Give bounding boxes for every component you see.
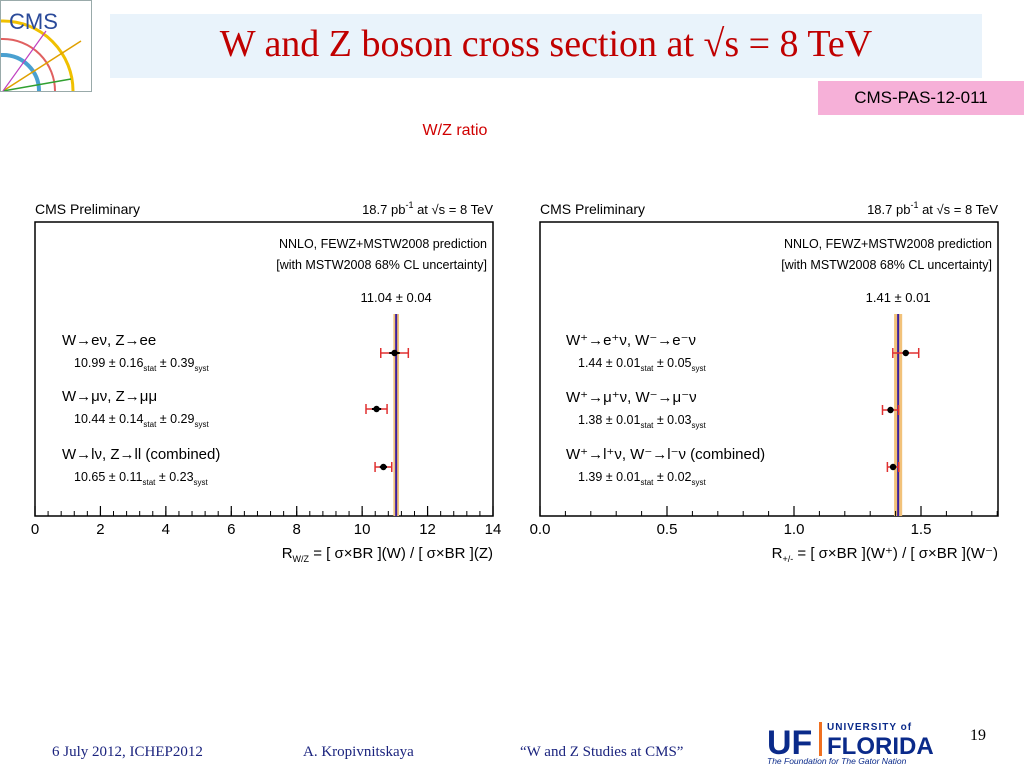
- university-of-florida-logo: UF UNIVERSITY of FLORIDA The Foundation …: [767, 722, 934, 766]
- x-tick-label: 14: [485, 521, 502, 538]
- measurement-label: W⁺→e⁺ν, W⁻→e⁻ν: [566, 332, 696, 349]
- chart-header-right: 18.7 pb-1 at √s = 8 TeV: [362, 200, 493, 217]
- title-bar: [110, 14, 982, 78]
- measurement-value: 1.44 ± 0.01stat ± 0.05syst: [578, 356, 707, 373]
- cms-logo-graphic: CMS: [1, 9, 82, 91]
- slide-subtitle: W/Z ratio: [422, 122, 488, 139]
- x-tick-label: 6: [227, 521, 235, 538]
- x-tick-label: 8: [293, 521, 301, 538]
- x-axis-label: R+/- = [ σ×BR ](W⁺) / [ σ×BR ](W⁻): [772, 545, 998, 564]
- measurement-value: 1.39 ± 0.01stat ± 0.02syst: [578, 470, 707, 487]
- footer-talk-title: “W and Z Studies at CMS”: [520, 744, 684, 760]
- x-tick-label: 2: [96, 521, 104, 538]
- prediction-label-line-1: NNLO, FEWZ+MSTW2008 prediction: [784, 237, 992, 251]
- uf-logo-letters: UF: [767, 724, 812, 762]
- theory-value-label: 11.04 ± 0.04: [361, 290, 432, 305]
- footer-author: A. Kropivnitskaya: [303, 744, 414, 760]
- measurement-value: 10.44 ± 0.14stat ± 0.29syst: [74, 412, 209, 429]
- x-tick-label: 0.5: [657, 521, 678, 538]
- measurement-point: [380, 463, 387, 471]
- uf-logo-university-of: UNIVERSITY of: [827, 722, 912, 733]
- x-axis-label: RW/Z = [ σ×BR ](W) / [ σ×BR ](Z): [282, 545, 493, 564]
- measurement-point: [373, 405, 380, 413]
- uf-logo-florida: FLORIDA: [827, 733, 934, 760]
- chart-panel-2: CMS Preliminary 18.7 pb-1 at √s = 8 TeV NN…: [530, 200, 999, 564]
- chart-header-right: 18.7 pb-1 at √s = 8 TeV: [867, 200, 998, 217]
- cms-logo-text: CMS: [9, 9, 58, 34]
- x-tick-label: 1.0: [784, 521, 805, 538]
- chart-frame: [34, 221, 494, 517]
- footer-date-conference: 6 July 2012, ICHEP2012: [52, 744, 203, 760]
- measurement-point: [889, 463, 897, 471]
- prediction-label-line-2: [with MSTW2008 68% CL uncertainty]: [781, 258, 992, 272]
- measurement-label: W→μν, Z→μμ: [62, 388, 157, 405]
- measurement-label: W⁺→l⁺ν, W⁻→l⁻ν (combined): [566, 446, 765, 463]
- measurement-label: W⁺→μ⁺ν, W⁻→μ⁻ν: [566, 389, 697, 406]
- measurement-value: 1.38 ± 0.01stat ± 0.03syst: [578, 413, 707, 430]
- x-tick-label: 0.0: [530, 521, 551, 538]
- measurement-label: W→lν, Z→ll (combined): [62, 446, 220, 463]
- cms-logo: CMS: [0, 0, 92, 92]
- measurement-value: 10.65 ± 0.11stat ± 0.23syst: [74, 470, 209, 487]
- x-tick-label: 4: [162, 521, 170, 538]
- uf-logo-tagline: The Foundation for The Gator Nation: [767, 756, 907, 766]
- page-number: 19: [970, 727, 986, 744]
- prediction-label-line-2: [with MSTW2008 68% CL uncertainty]: [276, 258, 487, 272]
- measurement-label: W→eν, Z→ee: [62, 332, 156, 349]
- x-tick-label: 12: [419, 521, 436, 538]
- x-tick-label: 0: [31, 521, 39, 538]
- prediction-label-line-1: NNLO, FEWZ+MSTW2008 prediction: [279, 237, 487, 251]
- measurement-point: [887, 406, 894, 414]
- x-tick-label: 10: [354, 521, 371, 538]
- slide-title: W and Z boson cross section at √s = 8 Te…: [219, 23, 873, 65]
- chart-header-left: CMS Preliminary: [35, 201, 140, 217]
- x-tick-label: 1.5: [911, 521, 932, 538]
- reference-badge: CMS-PAS-12-011: [818, 81, 1024, 115]
- measurement-point: [902, 349, 909, 357]
- measurement-value: 10.99 ± 0.16stat ± 0.39syst: [74, 356, 209, 373]
- chart-header-left: CMS Preliminary: [540, 201, 645, 217]
- measurement-point: [391, 349, 398, 357]
- theory-value-label: 1.41 ± 0.01: [866, 290, 931, 305]
- chart-panel-1: CMS Preliminary 18.7 pb-1 at √s = 8 TeV NN…: [31, 200, 502, 564]
